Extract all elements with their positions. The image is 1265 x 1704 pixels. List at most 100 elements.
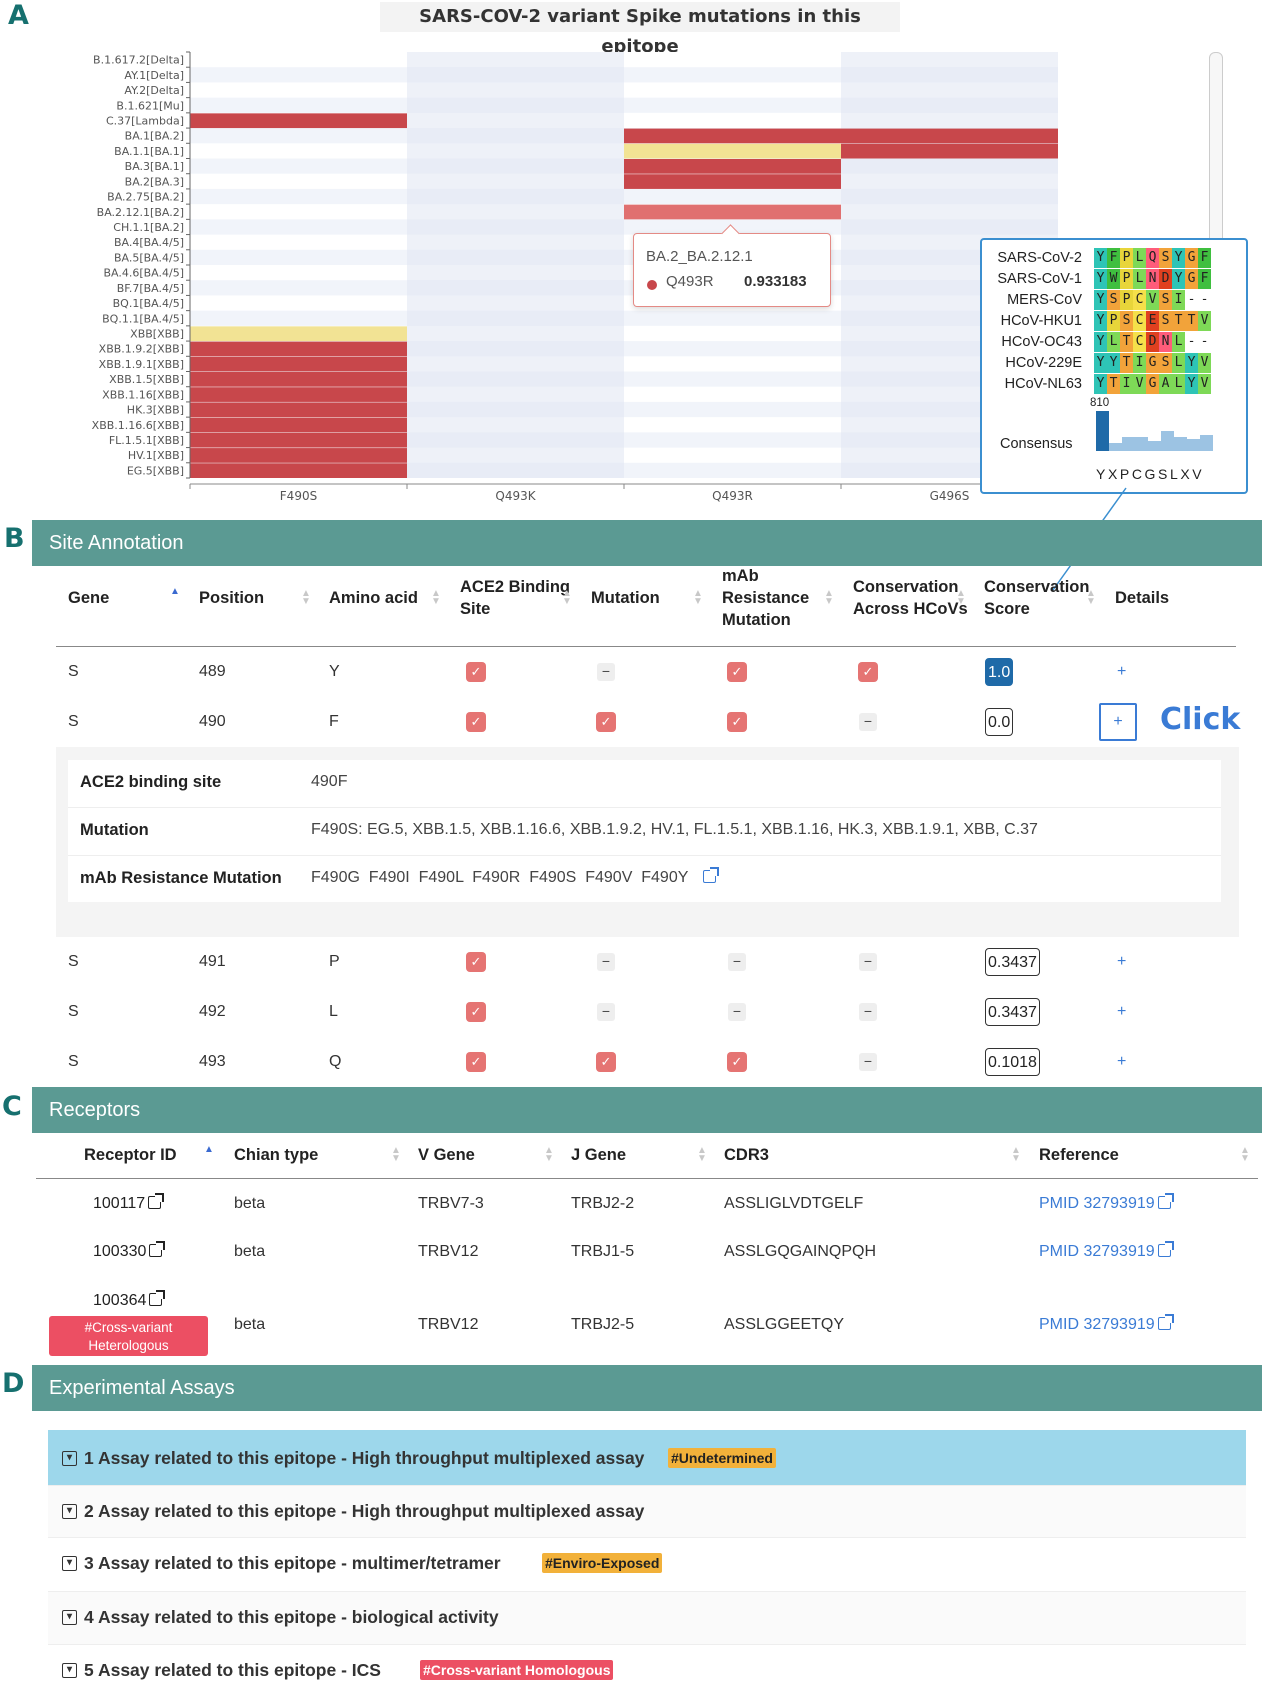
y-tick-label: XBB.1.9.2[XBB] <box>99 343 184 356</box>
heatmap-row-stripe <box>190 310 1058 326</box>
heatmap-cell[interactable] <box>190 372 407 387</box>
sort-icon[interactable]: ▲ ▼ <box>391 1145 401 1164</box>
col-v-gene[interactable]: V Gene <box>418 1146 475 1164</box>
details-expand-button[interactable]: + <box>1117 953 1127 970</box>
assay-item[interactable]: ▾ 5 Assay related to this epitope - ICS #C… <box>48 1644 1246 1697</box>
assay-item[interactable]: ▾ 4 Assay related to this epitope - biolo… <box>48 1591 1246 1644</box>
heatmap-cell[interactable] <box>190 113 407 129</box>
collapse-toggle-icon[interactable]: ▾ <box>62 1610 77 1625</box>
reference-link[interactable]: PMID 32793919 <box>1039 1241 1174 1261</box>
external-link-icon[interactable] <box>149 1241 166 1257</box>
sort-icon[interactable]: ▲ ▼ <box>1086 588 1096 607</box>
heatmap-cell[interactable] <box>190 387 407 402</box>
heatmap-cell[interactable] <box>624 159 841 174</box>
assay-item[interactable]: ▾ 3 Assay related to this epitope - multi… <box>48 1537 1246 1590</box>
heatmap-cell[interactable] <box>624 174 841 189</box>
sort-icon[interactable]: ▲ ▼ <box>1240 1145 1250 1164</box>
sort-icon[interactable]: ▲ ▼ <box>301 588 311 607</box>
external-link-icon[interactable] <box>1157 1314 1174 1330</box>
amino-acid-cell: Y <box>1094 353 1107 373</box>
col-gene[interactable]: Gene <box>68 589 110 607</box>
col-j-gene[interactable]: J Gene <box>571 1146 627 1164</box>
col-amino-acid[interactable]: Amino acid <box>329 589 418 607</box>
alignment-species: SARS-CoV-1 <box>997 271 1082 287</box>
amino-acid-cell: Y <box>1094 332 1107 352</box>
details-expand-button[interactable]: + <box>1117 663 1127 680</box>
details-expand-button[interactable]: + <box>1117 1053 1127 1070</box>
sort-asc-icon[interactable]: ▲ <box>204 1144 214 1155</box>
receptor-id-link[interactable]: 100330 <box>93 1241 166 1261</box>
sort-icon[interactable]: ▲ ▼ <box>431 588 441 607</box>
heatmap-cell[interactable] <box>841 128 1058 144</box>
heatmap-cell[interactable] <box>190 356 407 372</box>
cell-chain-type: beta <box>234 1316 266 1333</box>
col-cons-line2: Across HCoVs <box>853 600 968 618</box>
col-mutation[interactable]: Mutation <box>591 589 660 607</box>
sort-icon[interactable]: ▲ ▼ <box>693 588 703 607</box>
assay-label: 4 Assay related to this epitope - biolog… <box>84 1607 499 1627</box>
heatmap-cell[interactable] <box>624 143 841 159</box>
external-link-icon[interactable] <box>149 1290 166 1306</box>
heatmap-cell[interactable] <box>190 341 407 357</box>
consensus-bar <box>1174 437 1187 451</box>
unchecked-icon: − <box>859 1053 877 1071</box>
y-tick-label: BA.1[BA.2] <box>125 130 184 143</box>
collapse-toggle-icon[interactable]: ▾ <box>62 1663 77 1678</box>
external-link-icon[interactable] <box>148 1193 165 1209</box>
amino-acid-cell: V <box>1146 290 1159 310</box>
sort-icon[interactable]: ▲ ▼ <box>1011 1145 1021 1164</box>
heatmap-cell[interactable] <box>190 417 407 433</box>
external-link-icon[interactable] <box>1157 1193 1174 1209</box>
col-cdr3[interactable]: CDR3 <box>724 1146 769 1164</box>
heatmap-cell[interactable] <box>190 432 407 448</box>
collapse-toggle-icon[interactable]: ▾ <box>62 1450 77 1466</box>
receptor-id-link[interactable]: 100117 <box>93 1193 165 1213</box>
table-header-divider <box>56 646 1236 647</box>
assay-item[interactable]: ▾ 1 Assay related to this epitope - High … <box>48 1430 1246 1487</box>
col-reference[interactable]: Reference <box>1039 1146 1119 1164</box>
sort-asc-icon[interactable]: ▲ <box>170 586 180 597</box>
col-ace2[interactable]: ACE2 Binding Site <box>460 576 570 620</box>
reference-link[interactable]: PMID 32793919 <box>1039 1193 1174 1213</box>
col-position[interactable]: Position <box>199 589 265 607</box>
y-tick-label: B.1.617.2[Delta] <box>93 54 184 67</box>
sort-icon[interactable]: ▲ ▼ <box>562 588 572 607</box>
cell-v-gene: TRBV12 <box>418 1316 479 1333</box>
y-tick-label: BA.1.1[BA.1] <box>114 145 184 158</box>
col-mab[interactable]: mAb Resistance Mutation <box>722 565 809 631</box>
assay-item[interactable]: ▾ 2 Assay related to this epitope - High … <box>48 1485 1246 1538</box>
heatmap-cell[interactable] <box>190 326 407 342</box>
external-link-icon[interactable] <box>702 867 719 883</box>
sort-icon[interactable]: ▲ ▼ <box>824 588 834 607</box>
details-expand-button[interactable]: + <box>1117 1003 1127 1020</box>
cell-amino-acid: P <box>329 953 340 970</box>
receptor-id-link[interactable]: 100364 <box>93 1290 166 1310</box>
heatmap-cell[interactable] <box>624 128 841 144</box>
external-link-icon[interactable] <box>1157 1241 1174 1257</box>
col-conservation[interactable]: Conservation Across HCoVs <box>853 576 968 620</box>
col-chain-type[interactable]: Chian type <box>234 1146 319 1164</box>
amino-acid-cell: V <box>1198 374 1211 394</box>
collapse-toggle-icon[interactable]: ▾ <box>62 1504 77 1519</box>
col-score[interactable]: Conservation Score <box>984 576 1089 620</box>
sort-icon[interactable]: ▲ ▼ <box>956 588 966 607</box>
chart-scrollbar[interactable] <box>1209 52 1223 254</box>
amino-acid-cell: I <box>1120 374 1133 394</box>
reference-link[interactable]: PMID 32793919 <box>1039 1314 1174 1334</box>
heatmap-cell[interactable] <box>190 463 407 478</box>
cell-position: 492 <box>199 1003 226 1020</box>
unchecked-icon: − <box>859 1003 877 1021</box>
details-expand-button[interactable]: + <box>1099 703 1137 741</box>
col-receptor-id[interactable]: Receptor ID <box>84 1146 177 1164</box>
y-tick-label: HK.3[XBB] <box>127 404 184 417</box>
heatmap-cell[interactable] <box>190 448 407 463</box>
sort-icon[interactable]: ▲ ▼ <box>544 1145 554 1164</box>
x-tick-label: Q493K <box>495 489 536 503</box>
heatmap-cell[interactable] <box>624 204 841 220</box>
heatmap-cell[interactable] <box>841 143 1058 159</box>
sort-icon[interactable]: ▲ ▼ <box>697 1145 707 1164</box>
amino-acid-cell: T <box>1185 311 1198 331</box>
amino-acid-cell: L <box>1172 332 1185 352</box>
collapse-toggle-icon[interactable]: ▾ <box>62 1556 77 1571</box>
heatmap-cell[interactable] <box>190 402 407 418</box>
